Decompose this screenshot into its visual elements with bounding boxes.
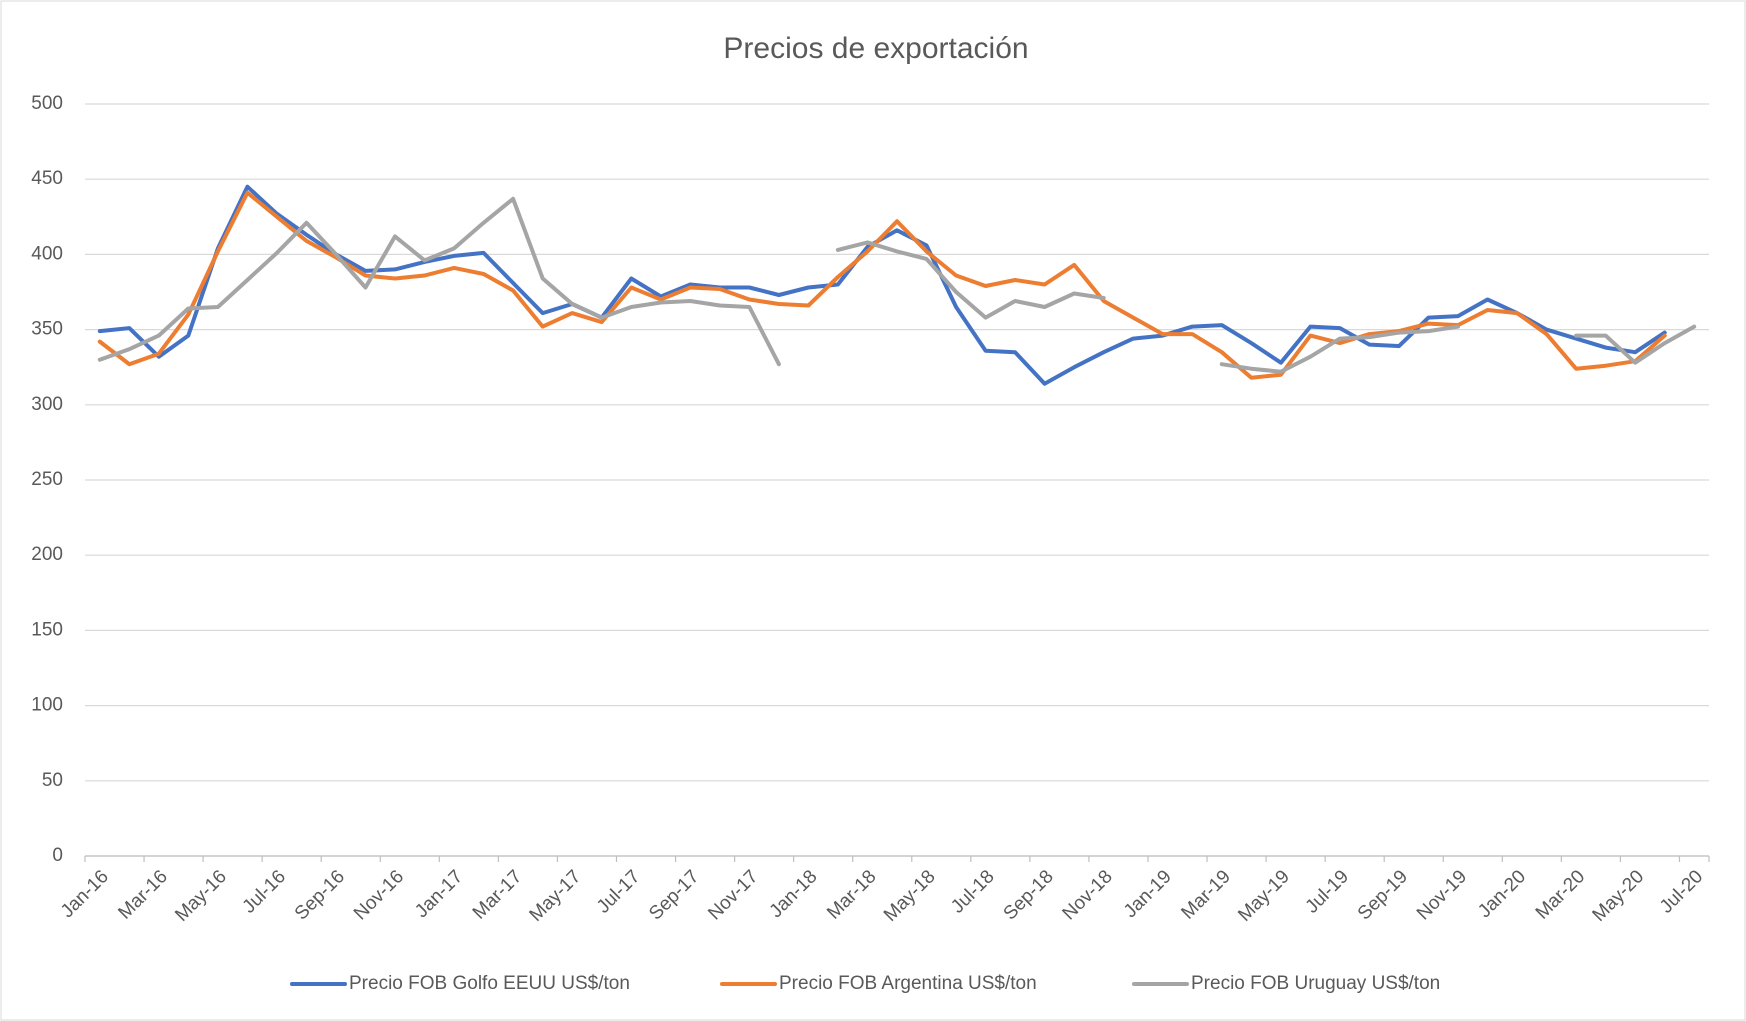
y-tick-label: 50: [42, 770, 63, 791]
y-tick-label: 350: [31, 319, 63, 340]
y-tick-label: 0: [52, 845, 63, 866]
y-tick-label: 400: [31, 243, 63, 264]
series-line: [97, 190, 1667, 380]
y-tick-label: 250: [31, 469, 63, 490]
y-tick-label: 200: [31, 544, 63, 565]
series-line: [97, 196, 1697, 374]
legend-label: Precio FOB Golfo EEUU US$/ton: [349, 973, 630, 994]
y-tick-label: 100: [31, 695, 63, 716]
legend-label: Precio FOB Uruguay US$/ton: [1191, 973, 1440, 994]
y-tick-label: 300: [31, 394, 63, 415]
chart-title: Precios de exportación: [723, 32, 1028, 65]
y-tick-label: 450: [31, 168, 63, 189]
legend-label: Precio FOB Argentina US$/ton: [779, 973, 1037, 994]
y-tick-label: 150: [31, 619, 63, 640]
y-tick-label: 500: [31, 93, 63, 114]
